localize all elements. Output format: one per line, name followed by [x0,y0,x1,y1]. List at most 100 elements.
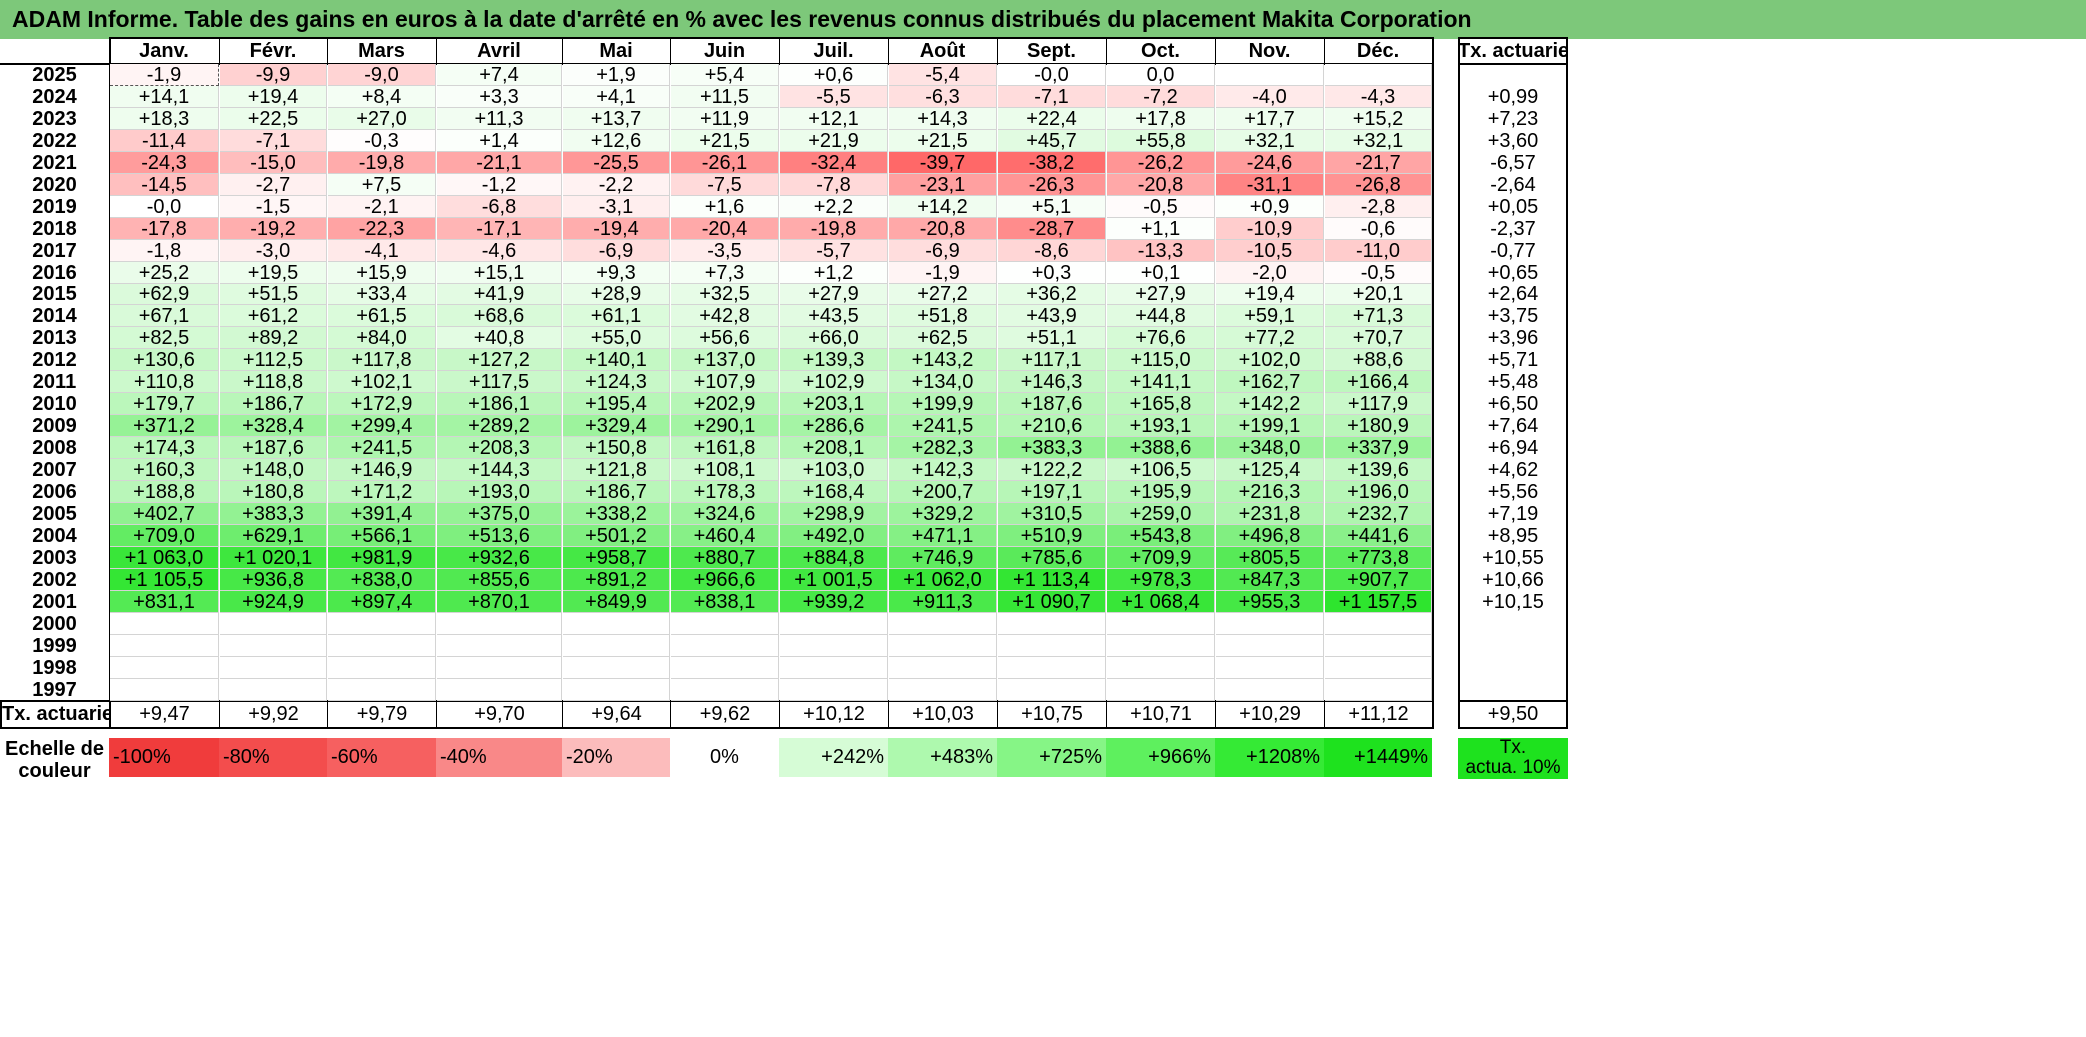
value-cell: +785,6 [998,547,1106,569]
year-label: 2005 [32,503,77,525]
value-cell [780,657,888,679]
row-rate: +0,05 [1487,196,1539,218]
value-cell: +17,7 [1216,108,1324,130]
value-cell: +805,5 [1216,547,1324,569]
value-cell: +299,4 [328,415,436,437]
month-header: Août [919,40,966,62]
value-cell: +1 063,0 [110,547,219,569]
value-cell: +188,8 [110,481,219,503]
row-rate: +5,56 [1487,481,1539,503]
value-cell: +32,5 [671,284,779,305]
value-cell: +907,7 [1325,569,1432,591]
value-cell: -0,6 [1325,218,1432,240]
value-cell: -0,0 [998,64,1106,86]
value-cell: +7,5 [328,174,436,196]
value-cell: +1 062,0 [889,569,997,591]
value-cell: +55,0 [563,327,670,349]
value-cell: -7,2 [1107,86,1215,108]
value-cell [1107,635,1215,657]
value-cell: +348,0 [1216,437,1324,459]
value-cell: -25,5 [563,152,670,174]
year-label: 2013 [32,327,77,349]
value-cell [110,613,219,635]
value-cell: -24,6 [1216,152,1324,174]
footer-bottom [0,727,1434,729]
value-cell: -10,9 [1216,218,1324,240]
value-cell: +187,6 [998,393,1106,415]
value-cell: -5,4 [889,64,997,86]
value-cell: +566,1 [328,525,436,547]
year-label: 2019 [32,196,77,218]
value-cell: +241,5 [889,415,997,437]
year-label: 1997 [32,679,77,701]
value-cell: -24,3 [110,152,219,174]
value-cell: +199,1 [1216,415,1324,437]
value-cell: -14,5 [110,174,219,196]
month-header: Mars [358,40,405,62]
value-cell: +22,5 [220,108,327,130]
value-cell [1107,679,1215,701]
value-cell [563,613,670,635]
value-cell [110,657,219,679]
value-cell: +460,4 [671,525,779,547]
value-cell: +32,1 [1325,130,1432,152]
value-cell [563,657,670,679]
footer-col-divider [779,702,780,727]
value-cell: +709,0 [110,525,219,547]
value-cell [220,679,327,701]
value-cell [563,635,670,657]
value-cell: +18,3 [110,108,219,130]
value-cell: +375,0 [437,503,562,525]
value-cell [889,679,997,701]
footer-value: +9,62 [699,703,751,725]
value-cell [1216,64,1324,86]
year-label: 2017 [32,240,77,262]
value-cell [1216,657,1324,679]
value-cell: -38,2 [998,152,1106,174]
value-cell: +115,0 [1107,349,1215,371]
month-header: Déc. [1356,40,1400,62]
row-rate [1460,679,1566,701]
footer-col-divider [1106,702,1107,727]
value-cell: +13,7 [563,108,670,130]
value-cell: +7,4 [437,64,562,86]
value-cell: -1,8 [110,240,219,262]
value-cell: +4,1 [563,86,670,108]
value-cell: +118,8 [220,371,327,393]
value-cell: +45,7 [998,130,1106,152]
value-cell [998,679,1106,701]
value-cell: +168,4 [780,481,888,503]
value-cell: +107,9 [671,371,779,393]
year-label: 2018 [32,218,77,240]
year-label: 2021 [32,152,77,174]
value-cell [780,635,888,657]
value-cell: +0,3 [998,262,1106,284]
scale-swatch: +966% [1106,738,1215,777]
value-cell: +17,8 [1107,108,1215,130]
value-cell: -2,0 [1216,262,1324,284]
rate-footer-top [1458,700,1568,702]
value-cell: +200,7 [889,481,997,503]
value-cell: +134,0 [889,371,997,393]
row-rate: +8,95 [1487,525,1539,547]
value-cell: -2,7 [220,174,327,196]
value-cell [1107,613,1215,635]
value-cell: +831,1 [110,591,219,613]
value-cell: +324,6 [671,503,779,525]
year-label: 2012 [32,349,77,371]
value-cell: -39,7 [889,152,997,174]
row-rate: +5,71 [1487,349,1539,371]
header-col-divider [997,39,998,64]
value-cell: +1 157,5 [1325,591,1432,613]
value-cell: +15,2 [1325,108,1432,130]
value-cell: -7,1 [998,86,1106,108]
year-label: 2014 [32,305,77,327]
value-cell: +62,5 [889,327,997,349]
value-cell: +310,5 [998,503,1106,525]
value-cell: +21,9 [780,130,888,152]
value-cell: +106,5 [1107,459,1215,481]
value-cell: +5,1 [998,196,1106,218]
value-cell: -11,4 [110,130,219,152]
value-cell [671,635,779,657]
row-rate: +6,50 [1487,393,1539,415]
